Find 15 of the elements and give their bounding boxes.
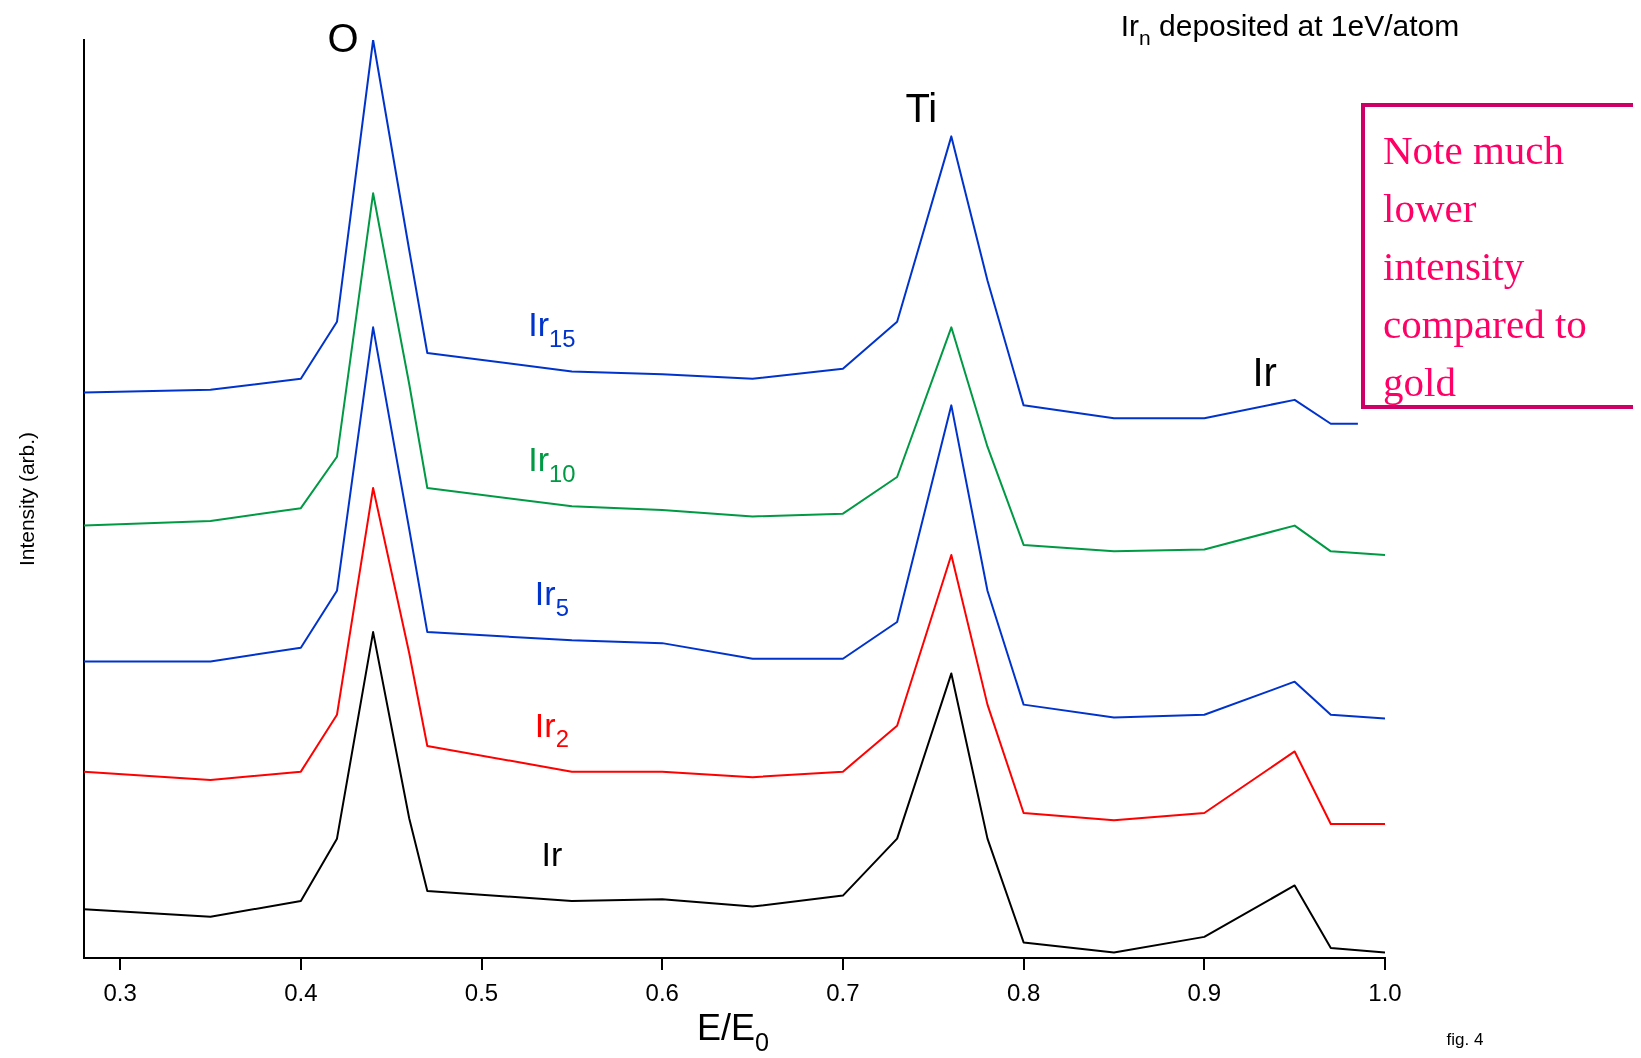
y-axis-title: Intensity (arb.): [15, 431, 38, 567]
series-label: Ir: [541, 835, 563, 874]
annotation: O: [327, 16, 359, 60]
x-tick-label: 0.4: [284, 979, 318, 1007]
x-tick-label: 0.6: [645, 979, 679, 1007]
note-frame: Note much lower intensity compared to gold: [1361, 103, 1633, 409]
caption: fig. 4: [1446, 1030, 1484, 1049]
x-tick-label: 0.8: [1006, 979, 1041, 1007]
x-tick-label: 0.9: [1187, 979, 1221, 1007]
annotation: Ti: [905, 86, 938, 131]
x-tick-label: 1.0: [1368, 979, 1402, 1007]
annotation: Ir: [1252, 349, 1277, 394]
x-tick-label: 0.7: [826, 979, 860, 1007]
x-tick-label: 0.5: [464, 979, 499, 1007]
x-tick-label: 0.3: [103, 979, 137, 1007]
